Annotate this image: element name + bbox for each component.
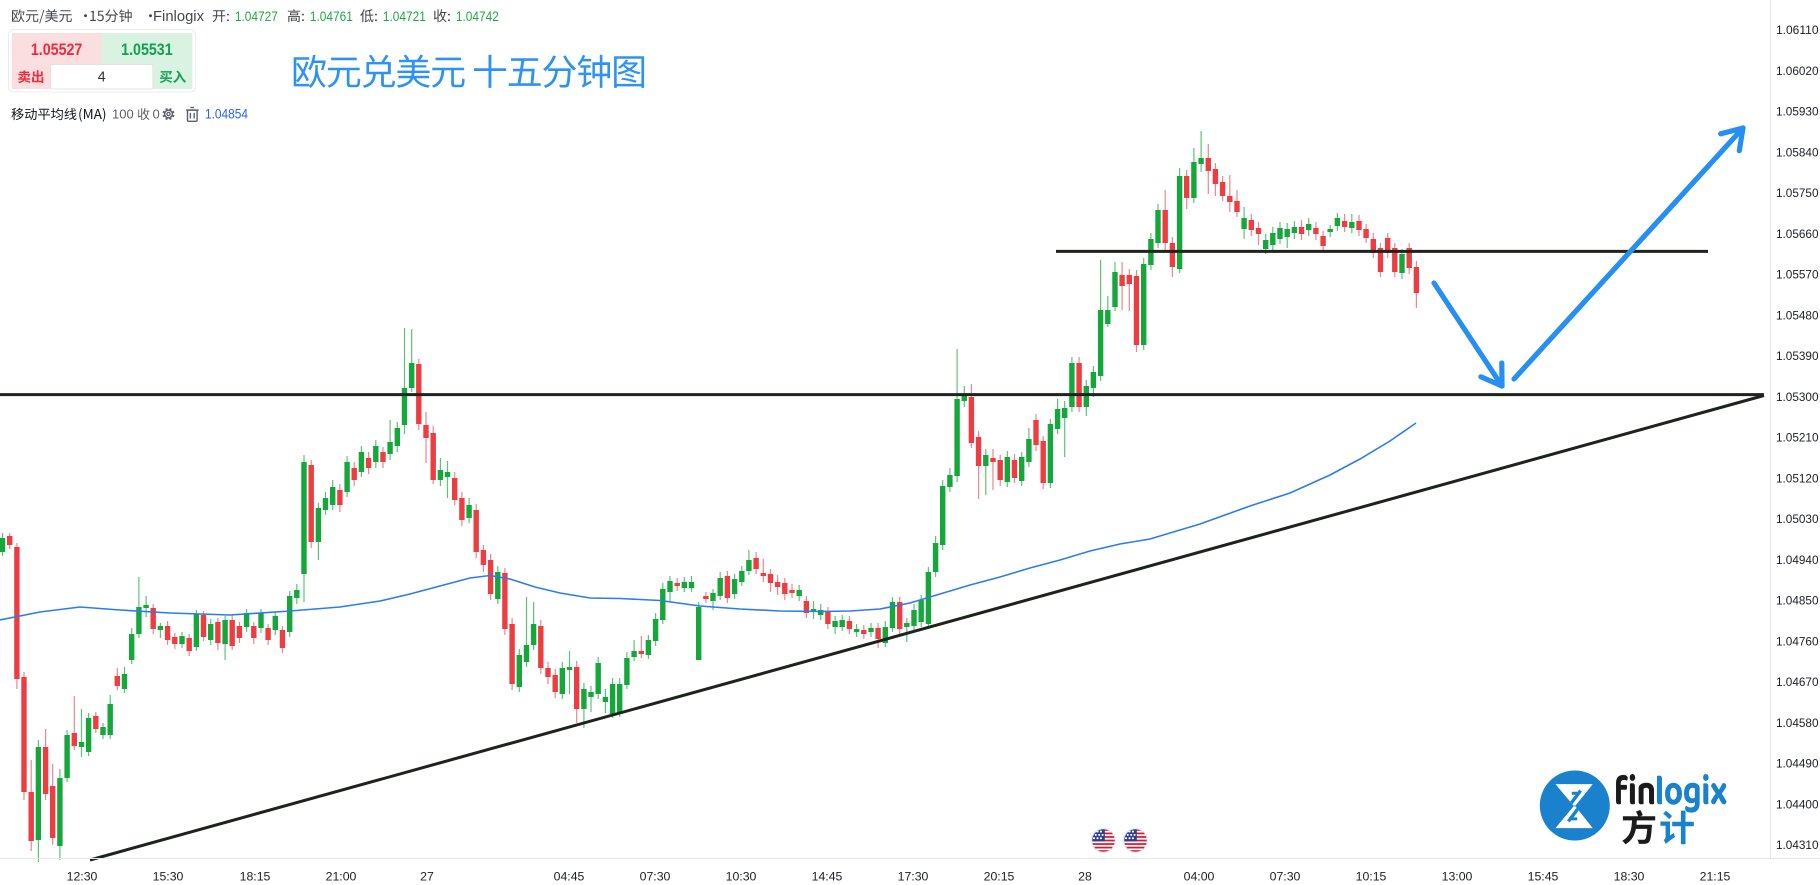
svg-text:04:45: 04:45 xyxy=(554,870,585,884)
svg-text:1.06020: 1.06020 xyxy=(1776,64,1819,78)
svg-text:1.05030: 1.05030 xyxy=(1776,512,1819,526)
svg-text:1.04670: 1.04670 xyxy=(1776,675,1819,689)
svg-text:1.04310: 1.04310 xyxy=(1776,838,1819,852)
svg-text:04:00: 04:00 xyxy=(1184,870,1215,884)
svg-text:1.04400: 1.04400 xyxy=(1776,798,1819,812)
svg-text:15:30: 15:30 xyxy=(153,870,184,884)
svg-text:12:30: 12:30 xyxy=(67,870,98,884)
svg-text:1.04760: 1.04760 xyxy=(1776,635,1819,649)
svg-text:100: 100 xyxy=(112,107,134,122)
svg-text:1.04854: 1.04854 xyxy=(205,107,248,122)
svg-text:1.06110: 1.06110 xyxy=(1776,23,1819,37)
svg-text:1.05210: 1.05210 xyxy=(1776,431,1819,445)
svg-text:1.04850: 1.04850 xyxy=(1776,594,1819,608)
svg-text:4: 4 xyxy=(98,70,106,86)
svg-text:1.04742: 1.04742 xyxy=(456,8,499,24)
svg-text:Finlogix: Finlogix xyxy=(153,9,205,25)
svg-text:15:45: 15:45 xyxy=(1528,870,1559,884)
svg-text:21:15: 21:15 xyxy=(1700,870,1731,884)
svg-text:10:30: 10:30 xyxy=(726,870,757,884)
svg-text:07:30: 07:30 xyxy=(640,870,671,884)
svg-text:1.05390: 1.05390 xyxy=(1776,349,1819,363)
svg-text:1.05570: 1.05570 xyxy=(1776,268,1819,282)
svg-text:21:00: 21:00 xyxy=(326,870,357,884)
svg-text:1.05840: 1.05840 xyxy=(1776,145,1819,159)
svg-text:1.05660: 1.05660 xyxy=(1776,227,1819,241)
svg-text:07:30: 07:30 xyxy=(1270,870,1301,884)
svg-text:1.05531: 1.05531 xyxy=(121,41,173,59)
svg-text:1.04721: 1.04721 xyxy=(383,8,426,24)
svg-text:1.04940: 1.04940 xyxy=(1776,553,1819,567)
svg-text:20:15: 20:15 xyxy=(984,870,1015,884)
svg-text:18:30: 18:30 xyxy=(1614,870,1645,884)
svg-text:1.05480: 1.05480 xyxy=(1776,308,1819,322)
svg-text:1.04761: 1.04761 xyxy=(310,8,353,24)
svg-text:1.05527: 1.05527 xyxy=(31,41,83,59)
svg-text:14:45: 14:45 xyxy=(812,870,843,884)
svg-text:10:15: 10:15 xyxy=(1356,870,1387,884)
svg-text:1.05750: 1.05750 xyxy=(1776,186,1819,200)
svg-text:27: 27 xyxy=(420,870,434,884)
svg-text:1.05300: 1.05300 xyxy=(1776,390,1819,404)
svg-text:0: 0 xyxy=(153,107,160,122)
svg-text:1.04580: 1.04580 xyxy=(1776,716,1819,730)
svg-text:28: 28 xyxy=(1078,870,1092,884)
svg-text:1.04490: 1.04490 xyxy=(1776,757,1819,771)
svg-text:1.05120: 1.05120 xyxy=(1776,471,1819,485)
svg-text:17:30: 17:30 xyxy=(898,870,929,884)
svg-text:1.04727: 1.04727 xyxy=(235,8,278,24)
svg-text:1.05930: 1.05930 xyxy=(1776,105,1819,119)
svg-text:13:00: 13:00 xyxy=(1442,870,1473,884)
svg-text:18:15: 18:15 xyxy=(240,870,271,884)
